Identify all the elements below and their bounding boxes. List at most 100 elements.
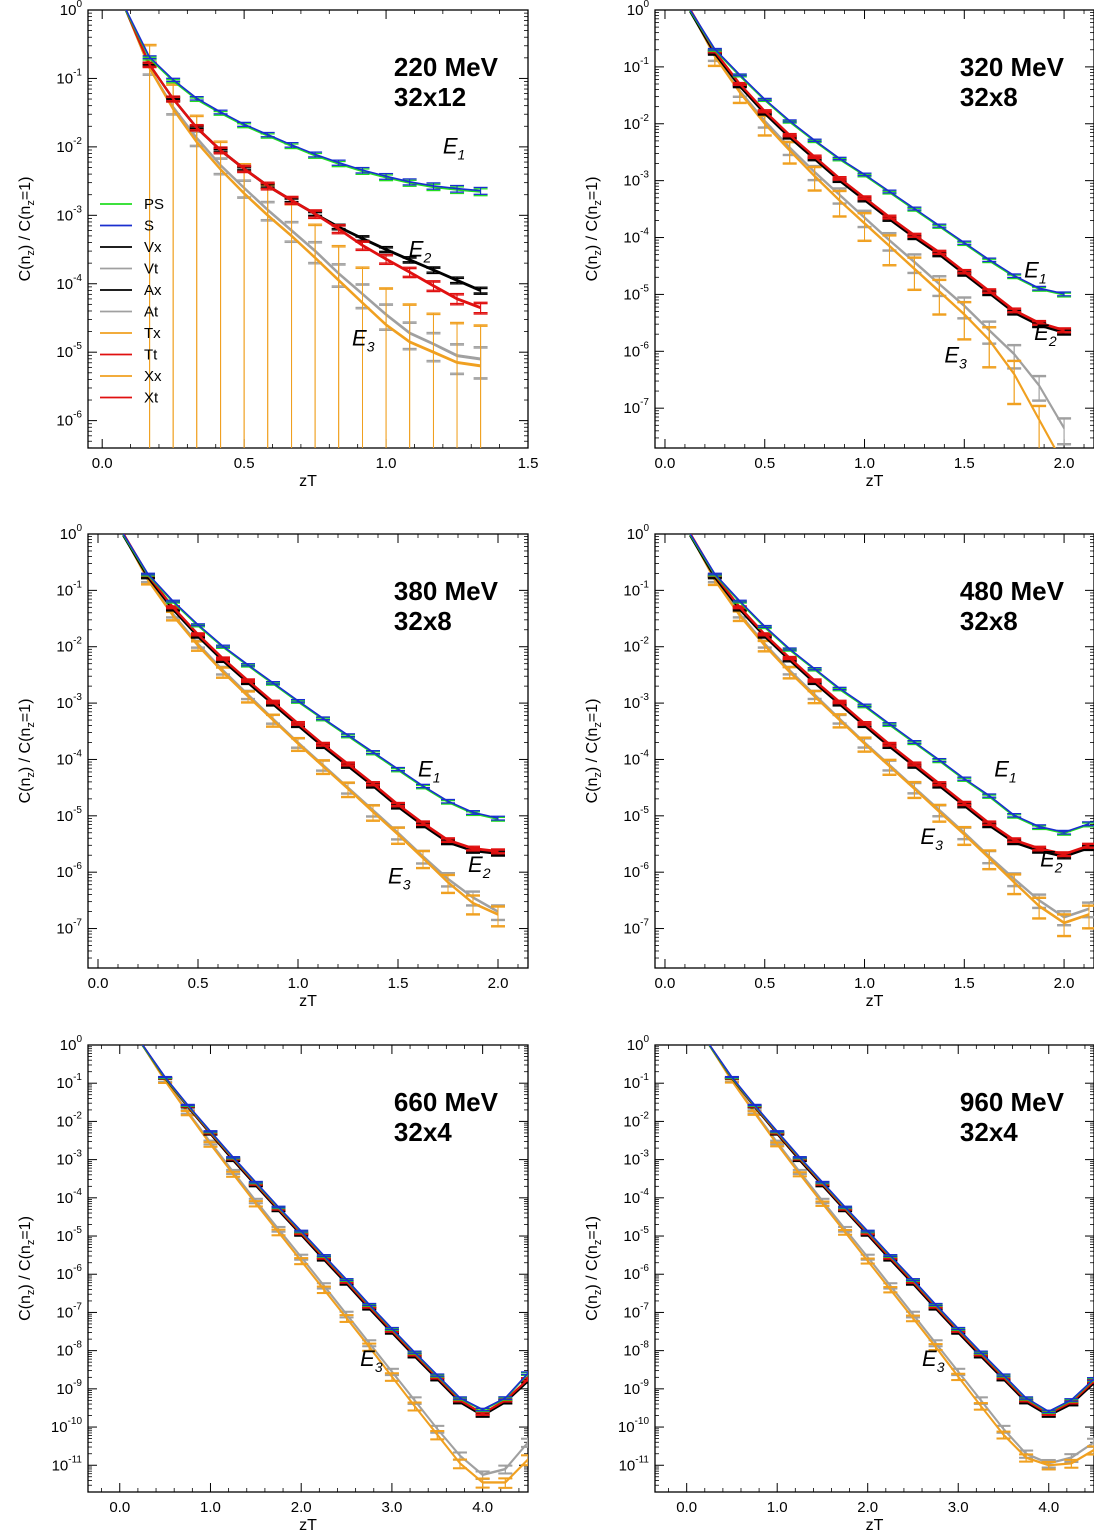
y-tick-label: 10-10 (51, 1416, 83, 1436)
series-area (125, 10, 488, 448)
y-tick-label: 10-5 (623, 805, 649, 825)
y-tick-label: 10-2 (56, 1110, 82, 1130)
series-line-Xx (708, 1045, 1094, 1466)
legend-label-Xx: Xx (144, 368, 162, 385)
x-tick-label: 1.0 (376, 455, 397, 472)
series-line-Xx (122, 534, 499, 915)
y-tick-label: 10-4 (623, 748, 649, 768)
y-tick-label: 100 (60, 0, 83, 19)
panel-3: 100 10-1 10-2 10-3 10-4 10-5 10-6 10-7 0.0 0.5 1.0… (584, 523, 1094, 1010)
y-tick-label: 10-2 (623, 636, 649, 656)
series-line-PS (689, 10, 1065, 296)
y-tick-label: 10-5 (56, 341, 82, 361)
y-tick-label: 100 (60, 1034, 83, 1054)
y-tick-label: 100 (627, 523, 650, 543)
y-tick-label: 10-3 (56, 692, 82, 712)
x-tick-label: 3.0 (948, 1499, 969, 1516)
y-tick-label: 10-1 (56, 1072, 82, 1092)
plot-frame (87, 533, 529, 969)
series-line-Xt (689, 10, 1065, 331)
legend-label-At: At (144, 304, 159, 321)
annotation-E1: E1 (1024, 257, 1046, 286)
panel-4: 100 10-1 10-2 10-3 10-4 10-5 10-6 10-7 10-8 10-9 1… (17, 1034, 529, 1534)
x-tick-label: 1.5 (518, 455, 539, 472)
x-tick-label: 1.0 (854, 455, 875, 472)
y-axis-title: C(nz) / C(nz=1) (17, 177, 37, 282)
plot-frame (654, 9, 1094, 449)
series-line-S (122, 534, 499, 819)
legend-label-S: S (144, 218, 154, 235)
plot-frame (654, 1044, 1094, 1493)
y-tick-label: 10-3 (56, 1149, 82, 1169)
x-tick-label: 0.5 (754, 455, 775, 472)
y-axis-title: C(nz) / C(nz=1) (584, 1216, 604, 1321)
y-tick-label: 10-11 (52, 1454, 83, 1474)
y-tick-label: 10-1 (56, 67, 82, 87)
panel-subtitle: 32x4 (394, 1117, 452, 1147)
panel-title: 960 MeV (960, 1087, 1065, 1117)
x-tick-label: 0.0 (655, 975, 676, 992)
y-tick-label: 10-4 (56, 748, 82, 768)
x-axis-title: zT (866, 1517, 884, 1534)
x-tick-label: 1.5 (954, 975, 975, 992)
y-tick-label: 10-2 (623, 113, 649, 133)
x-tick-label: 1.5 (388, 975, 409, 992)
y-tick-label: 10-7 (623, 1301, 649, 1321)
x-tick-label: 1.5 (954, 455, 975, 472)
x-tick-label: 0.0 (109, 1499, 130, 1516)
plot-frame (654, 533, 1094, 969)
series-line-PS (125, 10, 481, 193)
y-tick-label: 10-6 (56, 861, 82, 881)
y-axis-title: C(nz) / C(nz=1) (17, 1216, 37, 1321)
y-tick-label: 10-5 (623, 283, 649, 303)
annotation-E2: E2 (1034, 320, 1057, 349)
annotation-E2: E2 (1040, 847, 1063, 876)
series-line-S (141, 1045, 528, 1411)
panel-2: 100 10-1 10-2 10-3 10-4 10-5 10-6 10-7 0.0 0.5 1.0… (17, 523, 529, 1010)
y-tick-label: 10-1 (56, 579, 82, 599)
legend-label-Tx: Tx (144, 325, 161, 342)
y-axis-title: C(nz) / C(nz=1) (584, 177, 604, 282)
panel-0: 100 10-1 10-2 10-3 10-4 10-5 10-6 0.0 0.5 1.0 1.5 z… (17, 0, 539, 490)
x-tick-label: 2.0 (1054, 455, 1075, 472)
x-tick-label: 1.0 (767, 1499, 788, 1516)
x-axis-title: zT (866, 473, 884, 490)
y-tick-label: 10-6 (623, 340, 649, 360)
series-line-S (708, 1045, 1094, 1413)
series-area (689, 10, 1072, 448)
panel-subtitle: 32x8 (960, 82, 1018, 112)
x-tick-label: 0.0 (676, 1499, 697, 1516)
y-tick-label: 100 (60, 523, 83, 543)
plot-frame (87, 9, 529, 449)
panel-title: 480 MeV (960, 576, 1065, 606)
x-tick-label: 0.5 (234, 455, 255, 472)
y-axis-title: C(nz) / C(nz=1) (17, 699, 37, 804)
y-tick-label: 10-8 (56, 1340, 82, 1360)
annotation-E2: E2 (468, 852, 491, 881)
panel-subtitle: 32x8 (960, 606, 1018, 636)
y-tick-label: 10-1 (623, 579, 649, 599)
x-tick-label: 2.0 (1054, 975, 1075, 992)
x-axis-title: zT (299, 1517, 317, 1534)
y-tick-label: 10-10 (618, 1416, 650, 1436)
x-axis-title: zT (299, 993, 317, 1010)
y-tick-label: 100 (627, 0, 650, 19)
panel-subtitle: 32x12 (394, 82, 466, 112)
y-tick-label: 10-7 (56, 1301, 82, 1321)
y-tick-label: 10-2 (56, 136, 82, 156)
series-area (708, 1045, 1094, 1471)
annotation-E1: E1 (443, 134, 465, 163)
series-line-S (689, 10, 1065, 295)
legend-label-Vx: Vx (144, 239, 162, 256)
y-axis-title: C(nz) / C(nz=1) (584, 699, 604, 804)
y-tick-label: 10-7 (623, 397, 649, 417)
series-area (122, 534, 505, 928)
panel-title: 380 MeV (394, 576, 499, 606)
y-tick-label: 10-8 (623, 1340, 649, 1360)
y-tick-label: 10-1 (623, 1072, 649, 1092)
series-line-At (122, 534, 499, 912)
series-line-Tt (125, 10, 481, 310)
series-line-At (125, 10, 481, 360)
annotation-E3: E3 (352, 325, 375, 354)
panel-1: 100 10-1 10-2 10-3 10-4 10-5 10-6 10-7 0.0 0.5 1.0… (584, 0, 1094, 490)
